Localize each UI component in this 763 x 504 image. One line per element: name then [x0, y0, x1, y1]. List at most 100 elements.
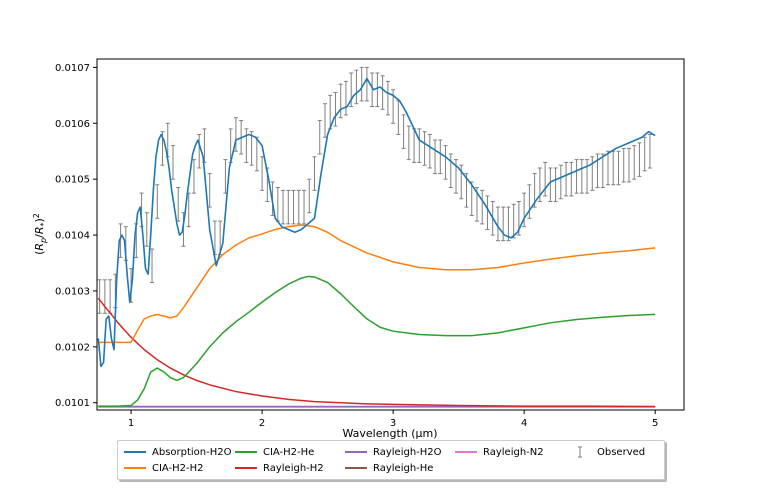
legend-swatch [124, 451, 146, 453]
observed-errorbar [155, 184, 160, 219]
observed-errorbar [108, 279, 113, 314]
legend-swatch [235, 451, 257, 453]
observed-errorbar [616, 150, 621, 186]
observed-errorbar [626, 147, 631, 183]
legend-item: Absorption-H2O [124, 444, 232, 460]
observed-errorbar [170, 145, 175, 180]
observed-errorbar [448, 153, 453, 189]
x-tick-label: 5 [652, 418, 658, 429]
x-axis: 1 2 3 4 5 [128, 410, 658, 429]
observed-errorbar [443, 145, 448, 180]
observed-errorbar [543, 161, 548, 197]
observed-errorbar [527, 184, 532, 219]
legend-label: Rayleigh-He [373, 462, 434, 474]
observed-errorbar [338, 83, 343, 119]
observed-errorbar [642, 136, 647, 172]
legend-label: Rayleigh-H2O [373, 446, 442, 458]
observed-errorbar [600, 153, 605, 189]
observed-errorbar [244, 128, 249, 163]
observed-errorbar [364, 66, 369, 102]
observed-errorbar [385, 80, 390, 116]
series-line-absorption-h2o [97, 77, 656, 368]
legend-swatch [124, 467, 146, 469]
series-lines [97, 77, 656, 408]
legend-item: Rayleigh-He [345, 460, 433, 476]
observed-errorbar [191, 159, 196, 194]
observed-errorbar [312, 156, 317, 191]
observed-errorbar [144, 212, 149, 247]
legend-item: Rayleigh-H2O [345, 444, 442, 460]
legend-item: Observed [569, 444, 645, 460]
observed-errorbar [370, 72, 375, 108]
x-tick-label: 3 [390, 418, 396, 429]
observed-errorbar [286, 189, 291, 225]
observed-errorbar [275, 187, 280, 222]
observed-errorbar [359, 66, 364, 102]
legend: Absorption-H2O CIA-H2-H2 CIA-H2-He Rayleigh… [117, 440, 665, 480]
observed-errorbar [412, 128, 417, 163]
legend-label: CIA-H2-He [263, 446, 315, 458]
observed-errorbar [632, 145, 637, 180]
y-axis-label: (Rp/R*)2 [32, 213, 48, 255]
y-tick-label: 0.0102 [55, 342, 90, 353]
series-line-rayleigh-h2 [97, 297, 656, 408]
legend-swatch [455, 451, 477, 453]
observed-errorbar [302, 189, 307, 225]
observed-errorbar [254, 136, 259, 172]
observed-errorbar [317, 119, 322, 155]
observed-errorbar [118, 223, 123, 258]
x-axis-label: Wavelength (μm) [342, 427, 437, 440]
observed-errorbar [558, 164, 563, 200]
y-axis: 0.0101 0.0102 0.0103 0.0104 0.0105 0.0106 0.01… [55, 63, 97, 409]
observed-errorbar [511, 203, 516, 239]
series-line-cia-h2-he [98, 275, 656, 407]
observed-errorbar [296, 189, 301, 225]
observed-errorbar [480, 189, 485, 225]
x-tick-label: 2 [259, 418, 265, 429]
y-tick-label: 0.0101 [55, 398, 90, 409]
observed-errorbar [522, 192, 527, 228]
legend-label: CIA-H2-H2 [152, 462, 204, 474]
legend-label: Rayleigh-N2 [483, 446, 544, 458]
observed-errorbar [569, 161, 574, 197]
observed-errorbar [176, 187, 181, 222]
observed-errorbar [197, 133, 202, 169]
observed-errorbar [291, 189, 296, 225]
x-tick-label: 4 [521, 418, 527, 429]
legend-swatch [235, 467, 257, 469]
observed-errorbar [438, 139, 443, 175]
observed-errorbar [553, 167, 558, 203]
observed-errorbar [585, 159, 590, 194]
observed-errorbar [548, 167, 553, 203]
legend-label: Rayleigh-H2 [263, 462, 324, 474]
legend-item: Rayleigh-N2 [455, 444, 544, 460]
legend-errorbar-swatch [569, 446, 591, 458]
observed-errorbar [375, 72, 380, 108]
observed-errorbar [281, 189, 286, 225]
observed-errorbar [647, 133, 652, 169]
x-tick-label: 1 [128, 418, 134, 429]
y-tick-label: 0.0106 [55, 119, 90, 130]
observed-errorbar [574, 159, 579, 194]
observed-errorbar [422, 131, 427, 166]
observed-errorbar [606, 150, 611, 186]
observed-errorbar [579, 159, 584, 194]
observed-errorbar [401, 114, 406, 149]
observed-errorbar [506, 206, 511, 242]
observed-errorbar [427, 133, 432, 169]
observed-errorbar [150, 248, 155, 284]
observed-errorbar [611, 150, 616, 186]
observed-errorbar [307, 178, 312, 214]
y-tick-label: 0.0104 [55, 231, 90, 242]
legend-item: Rayleigh-H2 [235, 460, 324, 476]
series-line-cia-h2-h2 [98, 224, 656, 344]
observed-errorbar [380, 75, 385, 110]
observed-errorbars [97, 66, 652, 314]
y-tick-label: 0.0107 [55, 63, 90, 74]
observed-errorbar [433, 139, 438, 175]
observed-errorbar [207, 173, 212, 208]
y-tick-label: 0.0103 [55, 286, 90, 297]
observed-errorbar [417, 128, 422, 163]
observed-errorbar [249, 131, 254, 166]
